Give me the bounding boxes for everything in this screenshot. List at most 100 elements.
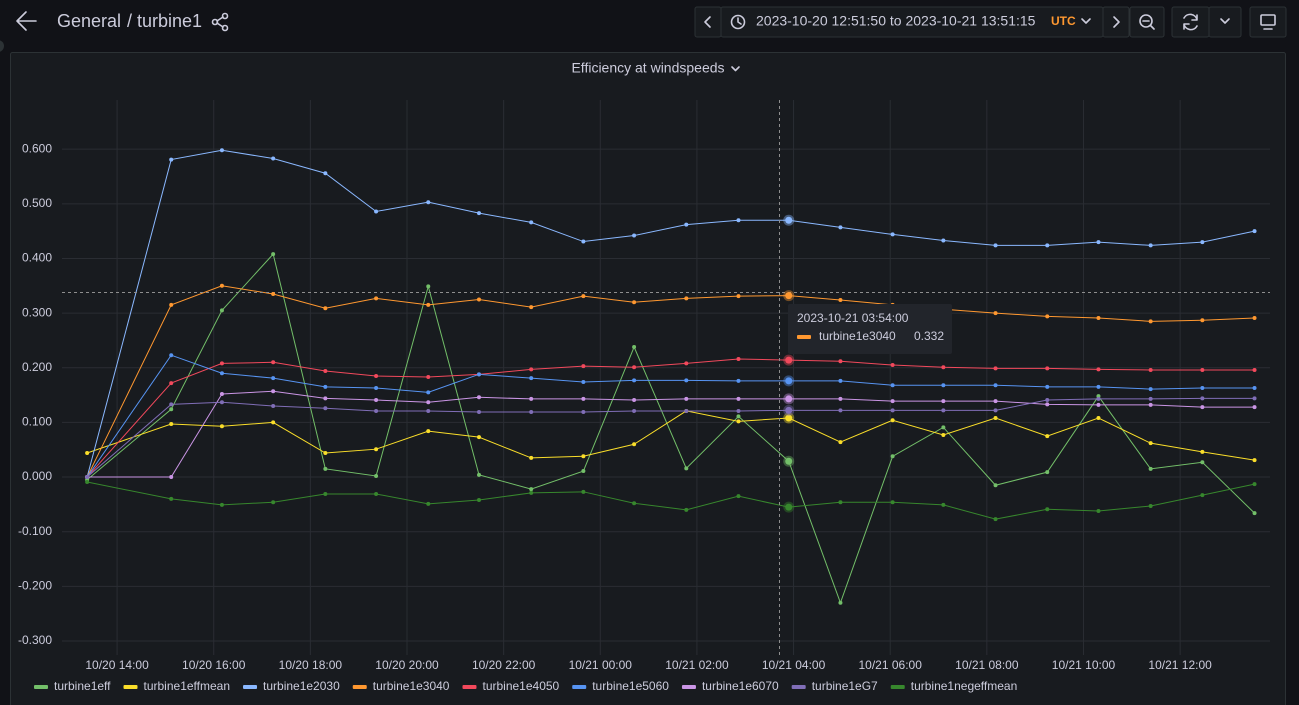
point xyxy=(785,414,793,422)
x-tick-label: 10/21 00:00 xyxy=(569,658,633,672)
y-tick-label: 0.000 xyxy=(22,469,52,483)
x-tick-label: 10/21 04:00 xyxy=(762,658,826,672)
zoom-out-button[interactable] xyxy=(1129,6,1165,38)
point xyxy=(1096,402,1101,407)
point xyxy=(890,383,895,388)
point xyxy=(632,398,637,403)
prev-time-button[interactable] xyxy=(694,6,722,38)
chevron xyxy=(704,16,711,28)
point xyxy=(529,487,534,492)
point xyxy=(1200,460,1205,465)
point xyxy=(684,361,689,366)
point xyxy=(219,148,224,153)
point xyxy=(632,442,637,447)
point xyxy=(426,375,431,380)
panel-menu-chevron[interactable] xyxy=(731,66,740,72)
share-button[interactable] xyxy=(211,12,229,32)
point xyxy=(684,396,689,401)
point xyxy=(1045,366,1050,371)
point xyxy=(736,294,741,299)
point xyxy=(1045,507,1050,512)
point xyxy=(838,396,843,401)
point xyxy=(632,365,637,370)
point xyxy=(1252,316,1257,321)
point xyxy=(632,300,637,305)
point xyxy=(785,292,793,300)
point xyxy=(581,410,586,415)
point xyxy=(529,220,534,225)
point xyxy=(890,408,895,413)
point xyxy=(374,385,379,390)
point xyxy=(1045,243,1050,248)
legend-swatch xyxy=(572,685,587,689)
point xyxy=(1200,367,1205,372)
point xyxy=(890,363,895,368)
back-button[interactable] xyxy=(16,11,37,31)
tooltip-series: turbine1e3040 xyxy=(819,329,896,343)
point xyxy=(632,408,637,413)
point xyxy=(1200,493,1205,498)
clock-icon xyxy=(730,14,746,30)
y-tick-label: 0.200 xyxy=(22,360,52,374)
x-tick-label: 10/21 06:00 xyxy=(859,658,923,672)
time-range: 2023-10-20 12:51:50 to 2023-10-21 13:51:… xyxy=(756,13,1036,29)
point xyxy=(1045,398,1050,403)
point xyxy=(736,414,741,419)
point xyxy=(529,455,534,460)
point xyxy=(529,410,534,415)
point xyxy=(374,473,379,478)
point xyxy=(1096,508,1101,513)
point xyxy=(838,500,843,505)
point xyxy=(785,503,793,511)
dashboard-title: / turbine1 xyxy=(127,11,202,31)
point xyxy=(890,232,895,237)
point xyxy=(1148,243,1153,248)
panel-title[interactable]: Efficiency at windspeeds xyxy=(571,60,724,76)
legend-swatch xyxy=(681,685,696,689)
legend-swatch xyxy=(123,685,138,689)
point xyxy=(632,501,637,506)
legend-swatch xyxy=(243,685,258,689)
point xyxy=(632,233,637,238)
legend-label: turbine1e6070 xyxy=(702,679,779,693)
point xyxy=(941,432,946,437)
sidebar-toggle[interactable] xyxy=(0,40,4,52)
point xyxy=(785,457,793,465)
point xyxy=(426,400,431,405)
point xyxy=(1252,396,1257,401)
point xyxy=(1200,318,1205,323)
tooltip-value: 0.332 xyxy=(914,329,944,343)
point xyxy=(169,302,174,307)
folder-link[interactable]: General xyxy=(57,11,121,31)
point xyxy=(1252,458,1257,463)
y-tick-label: -0.100 xyxy=(18,524,52,538)
tv-mode-button[interactable] xyxy=(1249,6,1287,38)
point xyxy=(838,298,843,303)
x-tick-label: 10/20 16:00 xyxy=(182,658,246,672)
point xyxy=(838,440,843,445)
refresh-button[interactable] xyxy=(1171,6,1210,38)
x-tick-label: 10/21 10:00 xyxy=(1052,658,1116,672)
point xyxy=(838,408,843,413)
legend-swatch xyxy=(791,685,806,689)
point xyxy=(838,378,843,383)
point xyxy=(890,500,895,505)
next-time-button[interactable] xyxy=(1102,6,1130,38)
point xyxy=(477,395,482,400)
point xyxy=(890,418,895,423)
point xyxy=(374,447,379,452)
point xyxy=(169,407,174,412)
point xyxy=(477,410,482,415)
point xyxy=(993,408,998,413)
y-tick-label: 0.100 xyxy=(22,415,52,429)
point xyxy=(684,408,689,413)
point xyxy=(993,399,998,404)
point xyxy=(684,378,689,383)
y-tick-label: -0.300 xyxy=(18,633,52,647)
point xyxy=(529,367,534,372)
point xyxy=(1096,316,1101,321)
point xyxy=(684,296,689,301)
point xyxy=(529,396,534,401)
point xyxy=(1148,367,1153,372)
